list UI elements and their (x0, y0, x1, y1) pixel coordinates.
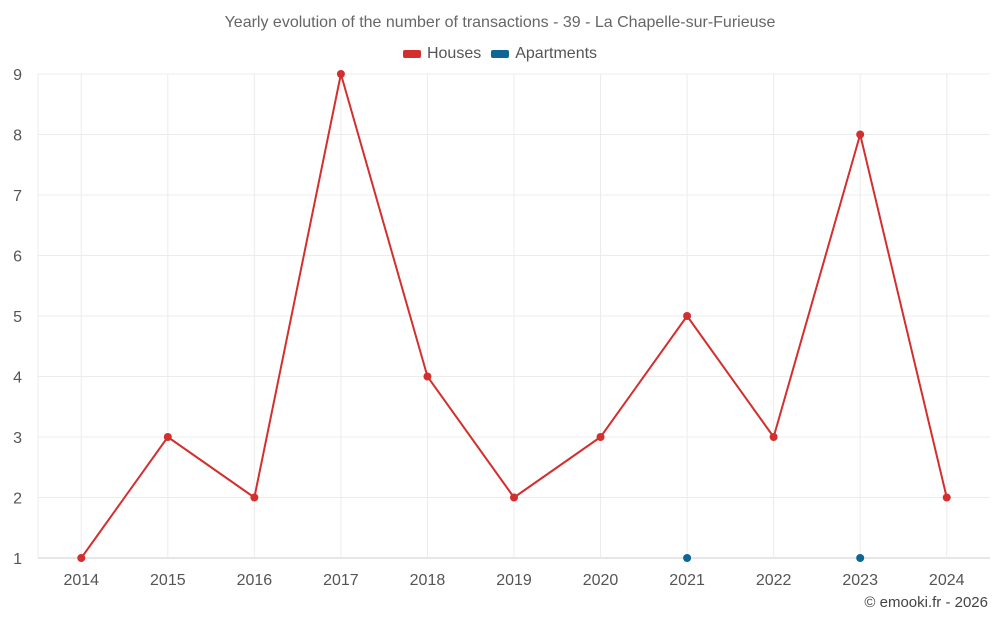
x-tick-label: 2020 (583, 572, 619, 589)
legend-swatch-houses (402, 50, 421, 58)
y-tick-label: 4 (13, 370, 22, 387)
data-point-houses (77, 554, 86, 562)
data-point-apartments (683, 554, 692, 562)
credit-text: © emooki.fr - 2026 (864, 594, 988, 611)
y-tick-label: 1 (13, 551, 22, 568)
y-tick-label: 3 (13, 430, 22, 447)
legend-item-houses[interactable]: Houses (402, 45, 482, 63)
x-tick-label: 2016 (237, 572, 273, 589)
data-point-apartments (856, 554, 865, 562)
legend-label-apartments: Apartments (515, 45, 598, 62)
y-tick-label: 7 (13, 188, 22, 205)
y-tick-label: 9 (13, 67, 22, 84)
data-point-houses (163, 433, 172, 441)
y-tick-label: 8 (13, 128, 22, 145)
legend-item-apartments[interactable]: Apartments (491, 45, 597, 63)
x-tick-label: 2021 (669, 572, 705, 589)
x-tick-label: 2023 (842, 572, 878, 589)
y-tick-label: 2 (13, 491, 22, 508)
y-tick-label: 6 (13, 249, 22, 266)
x-tick-label: 2014 (63, 572, 99, 589)
chart-legend: Houses Apartments (0, 45, 1000, 63)
data-point-houses (856, 130, 865, 139)
x-tick-label: 2017 (323, 572, 359, 589)
data-point-houses (683, 312, 692, 320)
data-point-houses (769, 433, 778, 441)
data-point-houses (336, 70, 345, 78)
y-tick-label: 5 (13, 309, 22, 326)
x-tick-label: 2019 (496, 572, 532, 589)
data-point-houses (250, 493, 259, 502)
x-tick-label: 2024 (929, 572, 965, 589)
x-tick-label: 2015 (150, 572, 186, 589)
legend-label-houses: Houses (426, 45, 482, 62)
data-point-houses (510, 493, 518, 502)
legend-swatch-apartments (491, 50, 510, 58)
data-point-houses (596, 433, 605, 441)
x-tick-label: 2018 (410, 572, 446, 589)
data-point-houses (423, 372, 432, 381)
x-tick-label: 2022 (756, 572, 792, 589)
data-point-houses (942, 493, 951, 502)
chart-title: Yearly evolution of the number of transa… (224, 14, 776, 31)
